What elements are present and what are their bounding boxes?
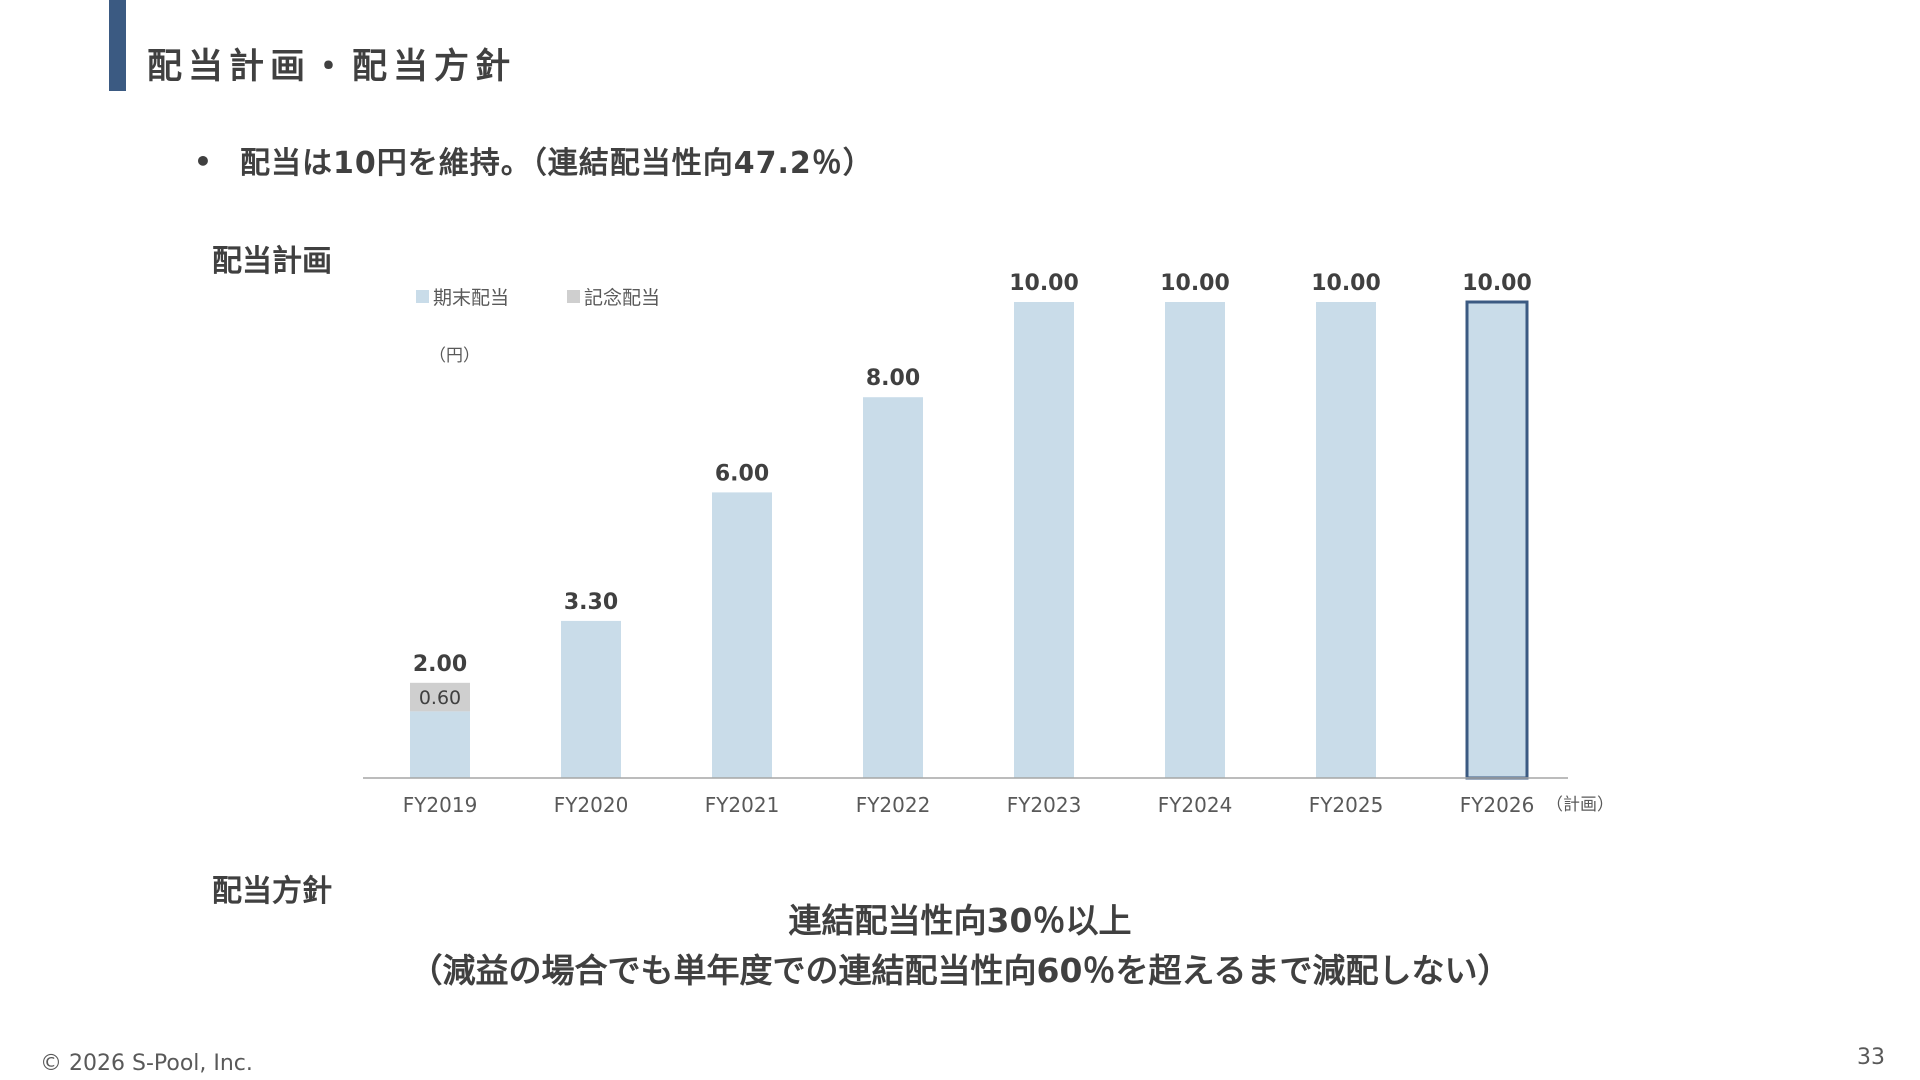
data-label-total-FY2025: 10.00: [1311, 271, 1381, 296]
data-label-total-FY2021: 6.00: [715, 461, 769, 486]
title-accent-bar: [109, 0, 126, 91]
bar-FY2020-series-0: [561, 620, 621, 778]
legend-swatch-commemorative: [567, 290, 580, 303]
x-tick-label-FY2020: FY2020: [554, 793, 629, 817]
policy-condition: （減益の場合でも単年度での連結配当性向60％を超えるまで減配しない）: [409, 951, 1511, 990]
plan-note-label: （計画）: [1546, 795, 1614, 815]
bar-FY2019-series-1: [410, 682, 470, 712]
data-label-total-FY2023: 10.00: [1009, 271, 1079, 296]
legend-item-year-end-dividend: 期末配当: [416, 283, 509, 310]
policy-statement: 連結配当性向30％以上: [788, 901, 1132, 940]
legend-label-year-end: 期末配当: [433, 287, 510, 309]
legend-label-commemorative: 記念配当: [584, 287, 661, 309]
x-tick-label-FY2024: FY2024: [1158, 793, 1233, 817]
page-title: 配当計画・配当方針: [147, 47, 517, 87]
data-label-total-FY2026: 10.00: [1462, 271, 1532, 296]
bar-FY2025-series-0: [1316, 302, 1376, 778]
bar-FY2022-series-0: [863, 397, 923, 778]
bullet-marker: •: [194, 145, 212, 178]
bar-FY2026-series-0: [1467, 302, 1527, 778]
bullet-text: 配当は10円を維持。（連結配当性向47.2％）: [240, 146, 874, 181]
data-label-total-FY2022: 8.00: [866, 366, 920, 391]
page-number: 33: [1857, 1045, 1885, 1070]
data-label-total-FY2019: 2.00: [413, 652, 467, 677]
bar-FY2019-series-0: [410, 711, 470, 778]
x-tick-label-FY2019: FY2019: [403, 793, 478, 817]
x-tick-label-FY2021: FY2021: [705, 793, 780, 817]
legend-item-commemorative-dividend: 記念配当: [567, 283, 660, 310]
data-label-segment-FY2019: 0.60: [419, 687, 461, 709]
x-tick-label-FY2026: FY2026: [1460, 793, 1535, 817]
data-label-total-FY2020: 3.30: [564, 590, 618, 615]
x-tick-label-FY2025: FY2025: [1309, 793, 1384, 817]
dividend-plan-heading: 配当計画: [212, 244, 332, 279]
legend-swatch-year-end: [416, 290, 429, 303]
copyright: © 2026 S-Pool, Inc.: [40, 1051, 253, 1076]
bar-FY2024-series-0: [1165, 302, 1225, 778]
unit-label: （円）: [429, 346, 480, 366]
dividend-policy-heading: 配当方針: [212, 874, 332, 909]
x-tick-label-FY2022: FY2022: [856, 793, 931, 817]
data-label-total-FY2024: 10.00: [1160, 271, 1230, 296]
bar-FY2023-series-0: [1014, 302, 1074, 778]
x-tick-label-FY2023: FY2023: [1007, 793, 1082, 817]
bar-FY2021-series-0: [712, 492, 772, 778]
